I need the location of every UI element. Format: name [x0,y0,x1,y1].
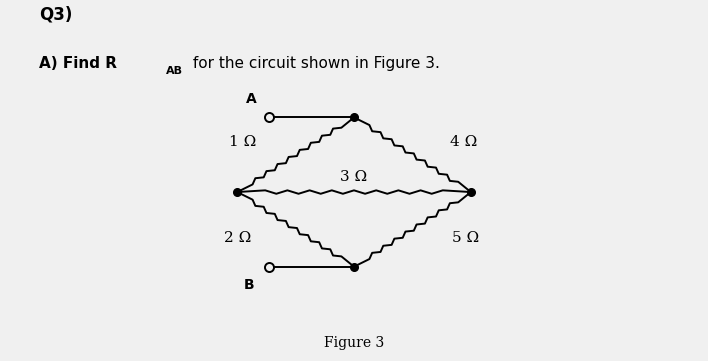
Text: B: B [244,278,255,292]
Text: A) Find R: A) Find R [39,56,117,71]
Text: Figure 3: Figure 3 [324,336,384,350]
Text: A: A [246,92,257,106]
Text: 4 Ω: 4 Ω [450,135,477,149]
Text: for the circuit shown in Figure 3.: for the circuit shown in Figure 3. [188,56,440,71]
Text: AB: AB [166,66,183,76]
Text: 2 Ω: 2 Ω [224,231,251,245]
Text: 3 Ω: 3 Ω [341,170,367,183]
Text: 5 Ω: 5 Ω [452,231,479,245]
Text: 1 Ω: 1 Ω [229,135,256,149]
Text: Q3): Q3) [39,5,72,23]
